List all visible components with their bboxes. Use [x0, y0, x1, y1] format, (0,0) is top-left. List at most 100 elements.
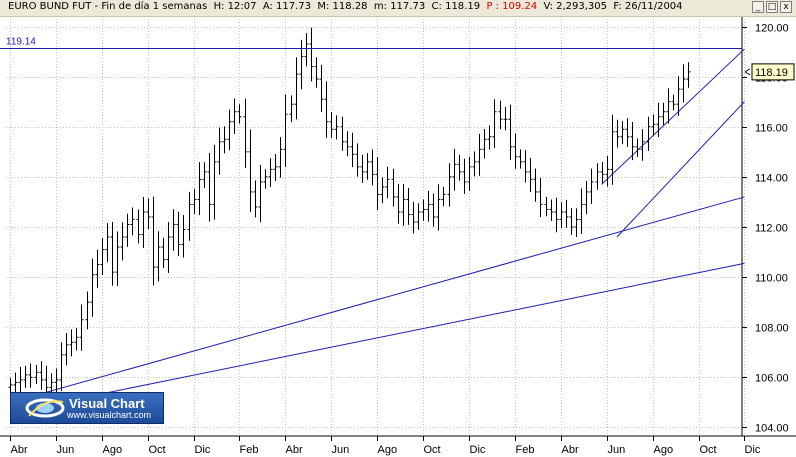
ohlc-bar: [207, 152, 212, 222]
ohlc-bar: [589, 168, 594, 204]
ohlc-bar: [523, 150, 528, 183]
ohlc-bar: [620, 121, 625, 145]
ohlc-bar: [436, 184, 441, 231]
x-tick-label: Abr: [11, 444, 28, 456]
ohlc-bar: [192, 188, 197, 214]
ohlc-bar: [334, 115, 339, 140]
title-bar[interactable]: EURO BUND FUT - Fin de día 1 semanas H: …: [0, 0, 796, 17]
ohlc-bar: [467, 156, 472, 191]
ohlc-bar: [610, 114, 615, 185]
ohlc-bar: [115, 231, 120, 287]
low-value: m: 117.73: [373, 1, 426, 12]
instrument-title: EURO BUND FUT - Fin de día 1 semanas: [8, 1, 208, 12]
last-price-marker: 118.19: [744, 63, 795, 81]
ohlc-bar: [105, 223, 110, 263]
ohlc-bar: [151, 196, 156, 286]
ohlc-bar: [85, 291, 90, 330]
trend-line: [601, 48, 745, 185]
ohlc-bar: [340, 116, 345, 151]
y-tick-label: 104.00: [755, 423, 789, 435]
ohlc-bar: [661, 102, 666, 125]
y-tick-label: 112.00: [755, 223, 788, 235]
ohlc-bar: [273, 153, 278, 181]
ohlc-bar: [615, 119, 620, 148]
ohlc-bar: [431, 193, 436, 227]
ohlc-bar: [79, 304, 84, 351]
ohlc-bar: [314, 57, 319, 88]
close-button[interactable]: x: [780, 1, 792, 13]
ohlc-bar: [110, 221, 115, 286]
ohlc-bar: [125, 213, 130, 247]
ohlc-bar: [309, 27, 314, 82]
horizontal-gridlines: [6, 27, 740, 428]
ohlc-bar: [278, 137, 283, 178]
ohlc-bar: [651, 114, 656, 136]
x-tick-label: Abr: [562, 444, 579, 456]
x-tick-label: Ago: [103, 444, 123, 456]
logo-swoosh-icon: [25, 398, 65, 418]
x-tick-label: Jun: [57, 444, 75, 456]
x-tick-label: Jun: [332, 444, 350, 456]
x-tick-label: Ago: [378, 444, 398, 456]
ohlc-bar: [146, 198, 151, 230]
high-value: M: 118.28: [317, 1, 368, 12]
ohlc-bar: [452, 148, 457, 191]
ohlc-bar: [304, 33, 309, 67]
last-price-label: 118.19: [755, 67, 788, 79]
ohlc-bar: [130, 207, 135, 236]
ohlc-bar: [508, 104, 513, 161]
ohlc-bar: [625, 118, 630, 147]
ohlc-bar: [294, 57, 299, 120]
ohlc-bar: [156, 231, 161, 282]
ohlc-bar: [564, 199, 569, 228]
ohlc-bar: [54, 368, 59, 393]
ohlc-bar: [59, 342, 64, 392]
ohlc-bar: [579, 188, 584, 234]
ohlc-bar: [217, 127, 222, 175]
ohlc-bar: [472, 151, 477, 177]
ohlc-bar: [416, 203, 421, 230]
y-tick-label: 120.00: [755, 23, 789, 35]
ohlc-bar: [686, 62, 691, 88]
ohlc-bar: [671, 94, 676, 111]
ohlc-bar: [283, 94, 288, 167]
ohlc-bar: [324, 81, 329, 138]
quote-info: EURO BUND FUT - Fin de día 1 semanas H: …: [8, 1, 683, 12]
ohlc-bar: [345, 131, 350, 157]
ohlc-bar: [401, 184, 406, 226]
ohlc-bar: [375, 157, 380, 210]
maximize-button[interactable]: □: [766, 1, 778, 13]
trend-line: [9, 262, 745, 413]
ohlc-bar: [513, 133, 518, 169]
ohlc-bar: [646, 116, 651, 151]
ohlc-bar: [90, 258, 95, 317]
ohlc-bar: [584, 181, 589, 215]
y-tick-label: 106.00: [755, 373, 789, 385]
volume-value: V: 2,293,305: [543, 1, 608, 12]
ohlc-bar: [258, 164, 263, 223]
x-tick-label: Feb: [516, 444, 535, 456]
x-tick-label: Feb: [240, 444, 259, 456]
minimize-button[interactable]: _: [752, 1, 764, 13]
ohlc-bar: [197, 162, 202, 215]
ohlc-bar: [411, 201, 416, 234]
ohlc-bar: [100, 238, 105, 275]
ohlc-bar: [95, 249, 100, 288]
ohlc-bar: [533, 168, 538, 202]
ohlc-bar: [396, 183, 401, 224]
ohlc-bar: [176, 211, 181, 257]
ohlc-bar: [171, 209, 176, 251]
price-axis: 104.00 106.00 108.00 110.00 112.00 114.00 116.…: [742, 23, 789, 435]
ohlc-bar: [421, 199, 426, 221]
last-price-box: [751, 63, 795, 81]
trend-line: [616, 101, 745, 238]
ohlc-bar: [498, 100, 503, 130]
price-chart[interactable]: 104.00 106.00 108.00 110.00 112.00 114.00 116.…: [0, 17, 796, 457]
trend-lines: [9, 48, 745, 413]
ohlc-bar: [569, 208, 574, 235]
ohlc-bar: [482, 129, 487, 159]
ohlc-bar: [237, 104, 242, 124]
ohlc-bar: [34, 364, 39, 385]
ohlc-bar: [630, 121, 635, 161]
ohlc-bar: [187, 191, 192, 241]
